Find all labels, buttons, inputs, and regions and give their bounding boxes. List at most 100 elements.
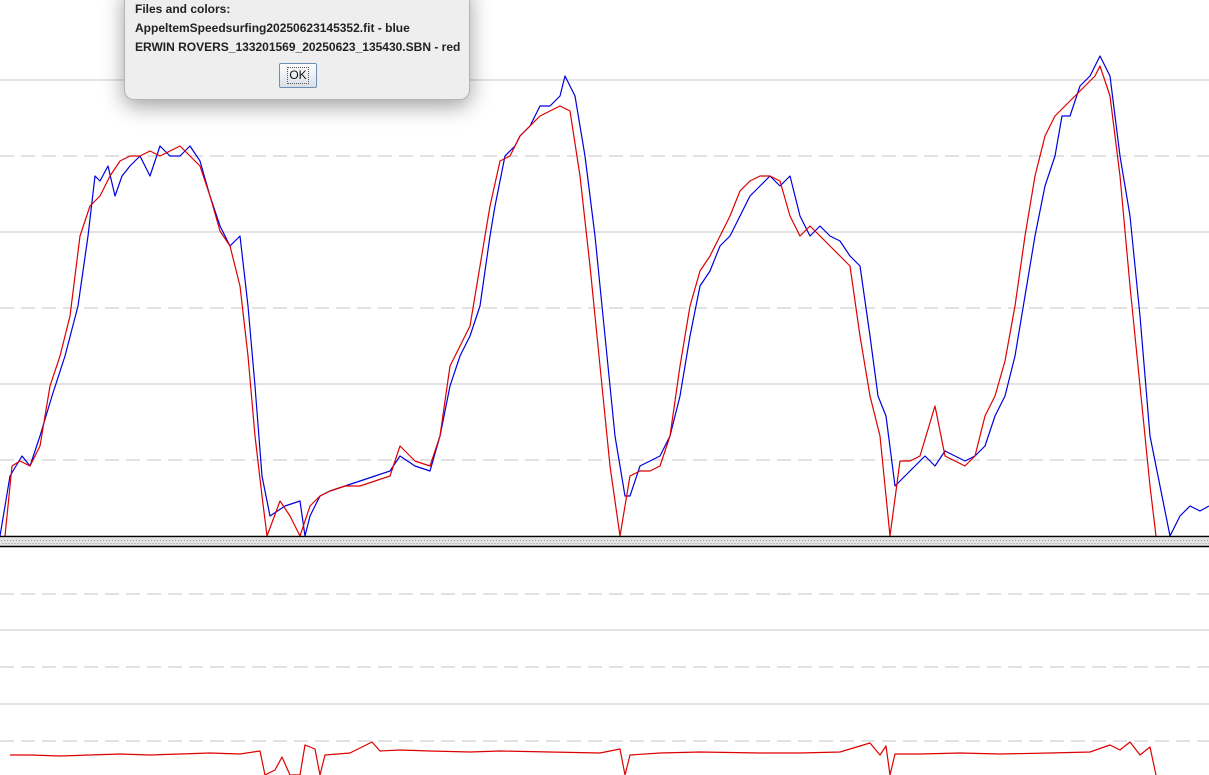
splitter-dot — [587, 543, 589, 544]
splitter-dot — [143, 543, 145, 544]
splitter-dot — [217, 540, 218, 541]
splitter-dot — [860, 543, 862, 544]
file-line-red: ERWIN ROVERS_133201569_20250623_135430.S… — [135, 40, 461, 54]
splitter-dot — [740, 543, 742, 544]
splitter-dot — [29, 543, 31, 544]
splitter-dot — [515, 543, 517, 544]
splitter-dot — [686, 543, 688, 544]
splitter-dot — [385, 540, 386, 541]
splitter-dot — [142, 540, 143, 541]
splitter-dot — [23, 543, 25, 544]
splitter-dot — [52, 540, 53, 541]
splitter-dot — [941, 543, 943, 544]
splitter-dot — [302, 543, 304, 544]
splitter-dot — [338, 543, 340, 544]
splitter-dot — [556, 540, 557, 541]
splitter-dot — [226, 540, 227, 541]
splitter-dot — [968, 543, 970, 544]
splitter-dot — [266, 543, 268, 544]
splitter-dot — [1169, 543, 1171, 544]
splitter-dot — [611, 543, 613, 544]
ok-button[interactable]: OK — [279, 63, 317, 88]
splitter-dot — [847, 540, 848, 541]
splitter-dot — [412, 540, 413, 541]
splitter-dot — [991, 540, 992, 541]
splitter-dot — [856, 540, 857, 541]
splitter-dot — [26, 543, 28, 544]
splitter-dot — [797, 543, 799, 544]
splitter-dot — [460, 540, 461, 541]
splitter-dot — [911, 543, 913, 544]
splitter-dot — [1123, 540, 1124, 541]
splitter-dot — [742, 540, 743, 541]
splitter-dot — [902, 543, 904, 544]
splitter-dot — [424, 540, 425, 541]
splitter-dot — [656, 543, 658, 544]
splitter-dot — [1162, 540, 1163, 541]
splitter-dot — [608, 543, 610, 544]
splitter-dot — [583, 540, 584, 541]
splitter-dot — [323, 543, 325, 544]
splitter-dot — [1073, 543, 1075, 544]
top-chart-grid — [0, 79, 1209, 461]
splitter-dot — [712, 540, 713, 541]
splitter-dot — [1144, 540, 1145, 541]
splitter-dot — [271, 540, 272, 541]
splitter-dot — [857, 543, 859, 544]
splitter-dot — [1088, 543, 1090, 544]
splitter-dot — [392, 543, 394, 544]
splitter-dot — [1006, 540, 1007, 541]
splitter-dot — [157, 540, 158, 541]
splitter-dot — [581, 543, 583, 544]
splitter-dot — [523, 540, 524, 541]
splitter-dot — [1064, 543, 1066, 544]
splitter-dot — [1010, 543, 1012, 544]
splitter-dot — [985, 540, 986, 541]
splitter-dot — [878, 543, 880, 544]
splitter-dot — [817, 540, 818, 541]
splitter-dot — [347, 543, 349, 544]
splitter-dot — [781, 540, 782, 541]
splitter-dot — [790, 540, 791, 541]
chart-divider[interactable] — [0, 535, 1209, 548]
splitter-dot — [1070, 543, 1072, 544]
splitter-dot — [586, 540, 587, 541]
splitter-dot — [688, 540, 689, 541]
splitter-dot — [670, 540, 671, 541]
splitter-dot — [122, 543, 124, 544]
bottom-chart-grid — [0, 593, 1209, 742]
splitter-dot — [301, 540, 302, 541]
splitter-dot — [233, 543, 235, 544]
splitter-dot — [805, 540, 806, 541]
splitter-dot — [1133, 543, 1135, 544]
splitter-dot — [421, 540, 422, 541]
splitter-dot — [683, 543, 685, 544]
splitter-dot — [646, 540, 647, 541]
splitter-dot — [382, 540, 383, 541]
splitter-dot — [989, 543, 991, 544]
splitter-dot — [248, 543, 250, 544]
splitter-dot — [635, 543, 637, 544]
splitter-dot — [386, 543, 388, 544]
splitter-dot — [788, 543, 790, 544]
splitter-dot — [224, 543, 226, 544]
splitter-dot — [344, 543, 346, 544]
splitter-bar[interactable] — [0, 538, 1209, 546]
splitter-dot — [1117, 540, 1118, 541]
splitter-dot — [1054, 540, 1055, 541]
splitter-dot — [764, 543, 766, 544]
splitter-dot — [182, 543, 184, 544]
splitter-dot — [988, 540, 989, 541]
splitter-dot — [1096, 540, 1097, 541]
splitter-dot — [346, 540, 347, 541]
splitter-dot — [992, 543, 994, 544]
splitter-dot — [110, 543, 112, 544]
splitter-dot — [920, 543, 922, 544]
splitter-dot — [769, 540, 770, 541]
splitter-dot — [50, 543, 52, 544]
splitter-dot — [260, 543, 262, 544]
splitter-dot — [1148, 543, 1150, 544]
splitter-dot — [361, 540, 362, 541]
splitter-dot — [698, 543, 700, 544]
splitter-dot — [607, 540, 608, 541]
